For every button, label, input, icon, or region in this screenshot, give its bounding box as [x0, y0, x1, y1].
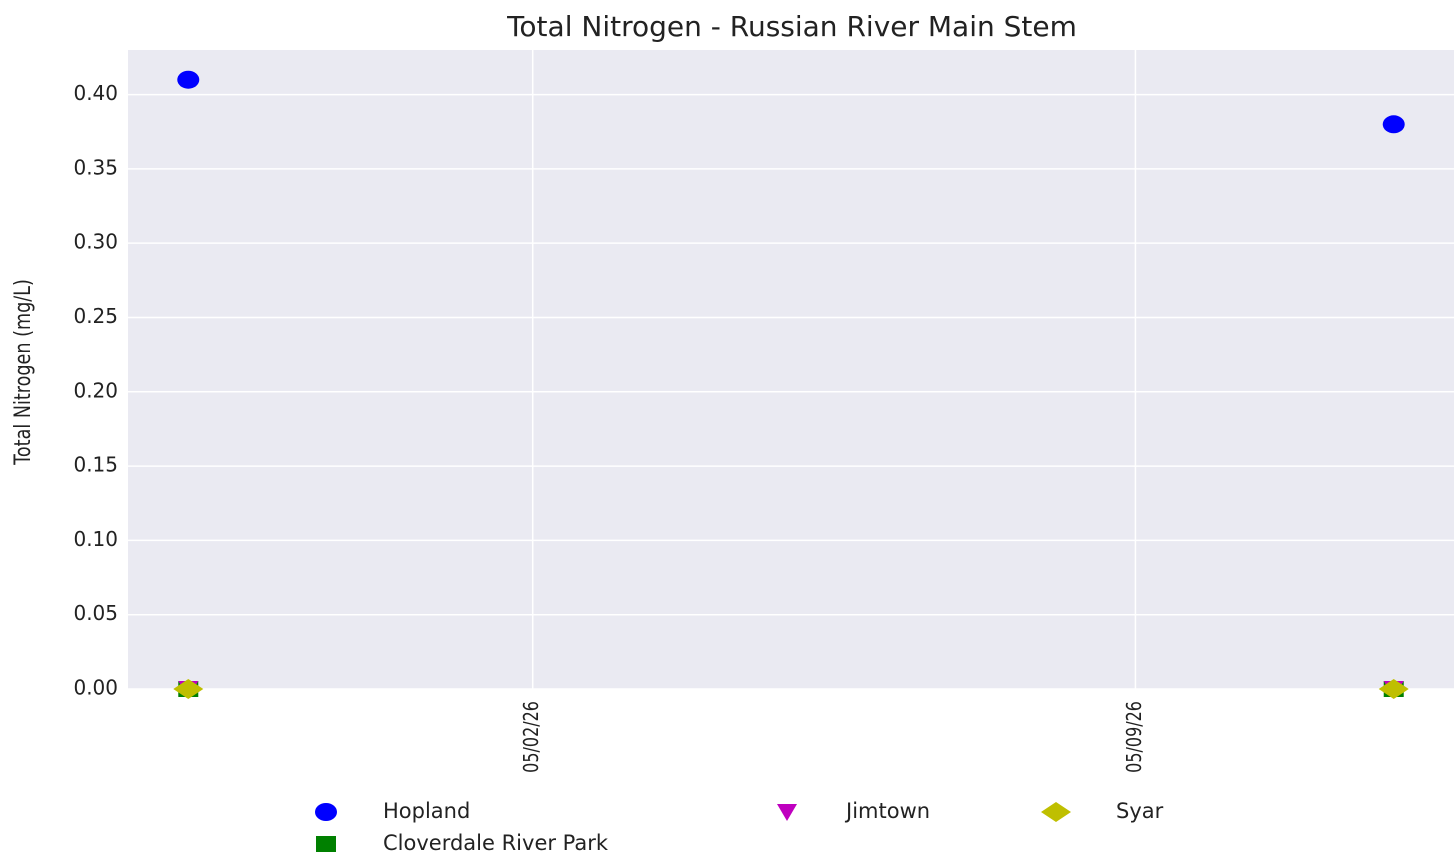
y-tick-label: 0.00	[73, 676, 118, 700]
legend-marker	[1041, 802, 1071, 822]
point	[1382, 115, 1405, 134]
y-tick-label: 0.30	[73, 230, 118, 254]
y-tick-label: 0.40	[73, 81, 118, 105]
x-tick-label: 05/02/26	[521, 701, 544, 773]
plot-area	[128, 50, 1454, 689]
legend-label: Cloverdale River Park	[383, 831, 609, 855]
point	[177, 70, 200, 89]
y-tick-label: 0.35	[73, 155, 118, 179]
legend-marker	[777, 804, 797, 821]
legend-label: Jimtown	[844, 799, 930, 823]
y-tick-label: 0.05	[73, 601, 118, 625]
y-tick-label: 0.15	[73, 453, 118, 477]
legend-label: Syar	[1116, 799, 1164, 823]
x-tick-label: 05/09/26	[1123, 701, 1146, 773]
y-tick-label: 0.10	[73, 527, 118, 551]
legend-label: Hopland	[383, 799, 470, 823]
y-tick-label: 0.20	[73, 378, 118, 402]
y-tick-label: 0.25	[73, 304, 118, 328]
chart-title: Total Nitrogen - Russian River Main Stem	[506, 10, 1077, 43]
legend-marker	[315, 803, 337, 821]
y-axis-label: Total Nitrogen (mg/L)	[10, 279, 35, 466]
point	[173, 679, 204, 699]
legend-marker	[316, 836, 336, 852]
point	[1378, 679, 1409, 699]
